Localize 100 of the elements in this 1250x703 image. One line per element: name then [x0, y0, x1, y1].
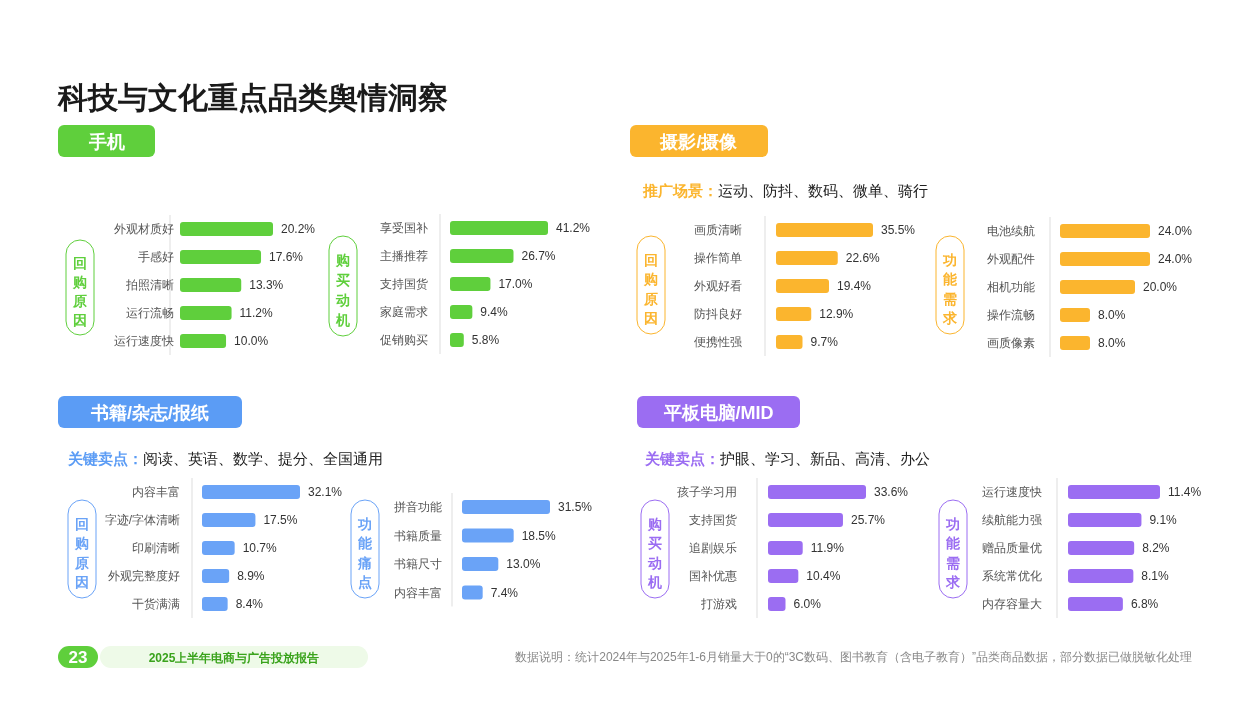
- data-label: 18.5%: [521, 528, 557, 543]
- y-tick-label: 主播推荐: [380, 249, 428, 263]
- y-tick-label: 孩子学习用: [677, 485, 737, 499]
- y-tick-label: 电池续航: [987, 224, 1035, 238]
- y-tick-label: 印刷清晰: [132, 541, 180, 555]
- text: 回购原因: [74, 515, 89, 591]
- y-tick-label: 外观材质好: [114, 222, 174, 236]
- y-tick-label: 追剧娱乐: [689, 541, 737, 555]
- y-tick-label: 运行速度快: [114, 334, 174, 348]
- data-label: 13.3%: [249, 278, 284, 292]
- data-label: 8.4%: [235, 597, 264, 611]
- y-tick-label: 字迹/字体清晰: [104, 513, 180, 527]
- y-tick-label: 打游戏: [700, 597, 737, 611]
- data-label: 33.6%: [874, 485, 909, 499]
- y-tick-label: 家庭需求: [380, 305, 428, 319]
- y-tick-label: 内存容量大: [982, 597, 1042, 611]
- data-label: 10.0%: [234, 334, 269, 348]
- y-tick-label: 手感好: [138, 250, 174, 264]
- text: 摄影/摄像: [659, 132, 739, 152]
- bar: [462, 528, 514, 543]
- y-tick-label: 外观完整度好: [108, 569, 180, 583]
- data-label: 12.9%: [819, 307, 854, 321]
- bar: [202, 485, 300, 499]
- data-label: 35.5%: [881, 223, 916, 237]
- y-tick-label: 画质清晰: [694, 223, 742, 237]
- data-label: 8.2%: [1142, 541, 1170, 555]
- bar: [202, 597, 228, 611]
- bar: [462, 500, 550, 514]
- bar: [776, 223, 873, 237]
- bar: [180, 306, 232, 320]
- bar: [776, 279, 830, 293]
- text: 关键卖点：阅读、英语、数学、提分、全国通用: [67, 450, 383, 467]
- data-label: 9.1%: [1149, 513, 1178, 527]
- text: 手机: [87, 132, 125, 152]
- data-label: 8.0%: [1098, 336, 1126, 350]
- bar: [462, 585, 483, 600]
- data-label: 8.0%: [1098, 308, 1126, 322]
- y-tick-label: 促销购买: [380, 333, 428, 347]
- y-tick-label: 运行速度快: [982, 485, 1042, 499]
- y-tick-label: 拼音功能: [394, 500, 442, 514]
- bar: [180, 334, 227, 348]
- y-tick-label: 运行流畅: [126, 306, 174, 320]
- text: 科技与文化重点品类舆情洞察: [57, 81, 448, 114]
- data-label: 24.0%: [1158, 252, 1193, 266]
- bar: [1068, 541, 1135, 555]
- bar: [450, 277, 491, 291]
- data-label: 32.1%: [308, 485, 343, 499]
- y-tick-label: 内容丰富: [132, 485, 180, 499]
- data-label: 7.4%: [490, 585, 519, 600]
- y-tick-label: 支持国货: [380, 277, 428, 291]
- data-label: 26.7%: [521, 249, 556, 263]
- text: 购买动机: [335, 252, 350, 328]
- text: 功能需求: [945, 515, 961, 591]
- data-label: 25.7%: [850, 513, 886, 527]
- y-tick-label: 书籍质量: [394, 528, 442, 543]
- data-label: 10.4%: [806, 569, 841, 583]
- data-label: 6.0%: [793, 597, 822, 611]
- y-tick-label: 便携性强: [694, 335, 742, 349]
- data-label: 20.0%: [1143, 280, 1178, 294]
- text: 23: [68, 648, 88, 667]
- bar: [1068, 569, 1134, 583]
- data-label: 17.0%: [498, 277, 533, 291]
- data-label: 22.6%: [845, 251, 881, 265]
- text: 购买动机: [647, 515, 662, 591]
- y-tick-label: 画质像素: [987, 336, 1035, 350]
- data-label: 11.9%: [810, 541, 845, 555]
- bar: [180, 222, 273, 236]
- bar: [450, 305, 473, 319]
- y-tick-label: 系统常优化: [982, 569, 1042, 583]
- y-tick-label: 干货满满: [132, 597, 180, 611]
- data-label: 11.2%: [239, 306, 274, 320]
- bar: [462, 557, 499, 571]
- bar: [180, 278, 242, 292]
- text: 2025上半年电商与广告投放报告: [148, 651, 320, 665]
- text: 数据说明：统计2024年与2025年1-6月销量大于0的“3C数码、图书教育（含电子教育）”品类商品数据，部分数据已做脱敏化处理: [515, 650, 1192, 664]
- data-label: 13.0%: [506, 557, 541, 571]
- y-tick-label: 拍照清晰: [125, 278, 174, 292]
- y-tick-label: 外观配件: [987, 252, 1035, 266]
- bar: [768, 513, 843, 527]
- y-tick-label: 操作流畅: [987, 308, 1035, 322]
- bar: [450, 333, 464, 347]
- y-tick-label: 国补优惠: [689, 569, 737, 583]
- y-tick-label: 操作简单: [694, 251, 742, 265]
- text: 功能痛点: [357, 515, 373, 591]
- bar: [776, 251, 838, 265]
- text: 回购原因: [643, 251, 658, 327]
- data-label: 9.7%: [810, 335, 839, 349]
- bar: [1068, 513, 1142, 527]
- bar: [202, 569, 230, 583]
- y-tick-label: 相机功能: [987, 280, 1035, 294]
- y-tick-label: 防抖良好: [694, 307, 742, 321]
- y-tick-label: 续航能力强: [982, 513, 1042, 527]
- y-tick-label: 外观好看: [694, 279, 742, 293]
- bar: [450, 249, 514, 263]
- bar: [768, 597, 786, 611]
- bar: [450, 221, 548, 235]
- bar: [202, 513, 256, 527]
- data-label: 24.0%: [1158, 224, 1193, 238]
- text: 书籍/杂志/报纸: [89, 403, 210, 423]
- data-label: 20.2%: [281, 222, 316, 236]
